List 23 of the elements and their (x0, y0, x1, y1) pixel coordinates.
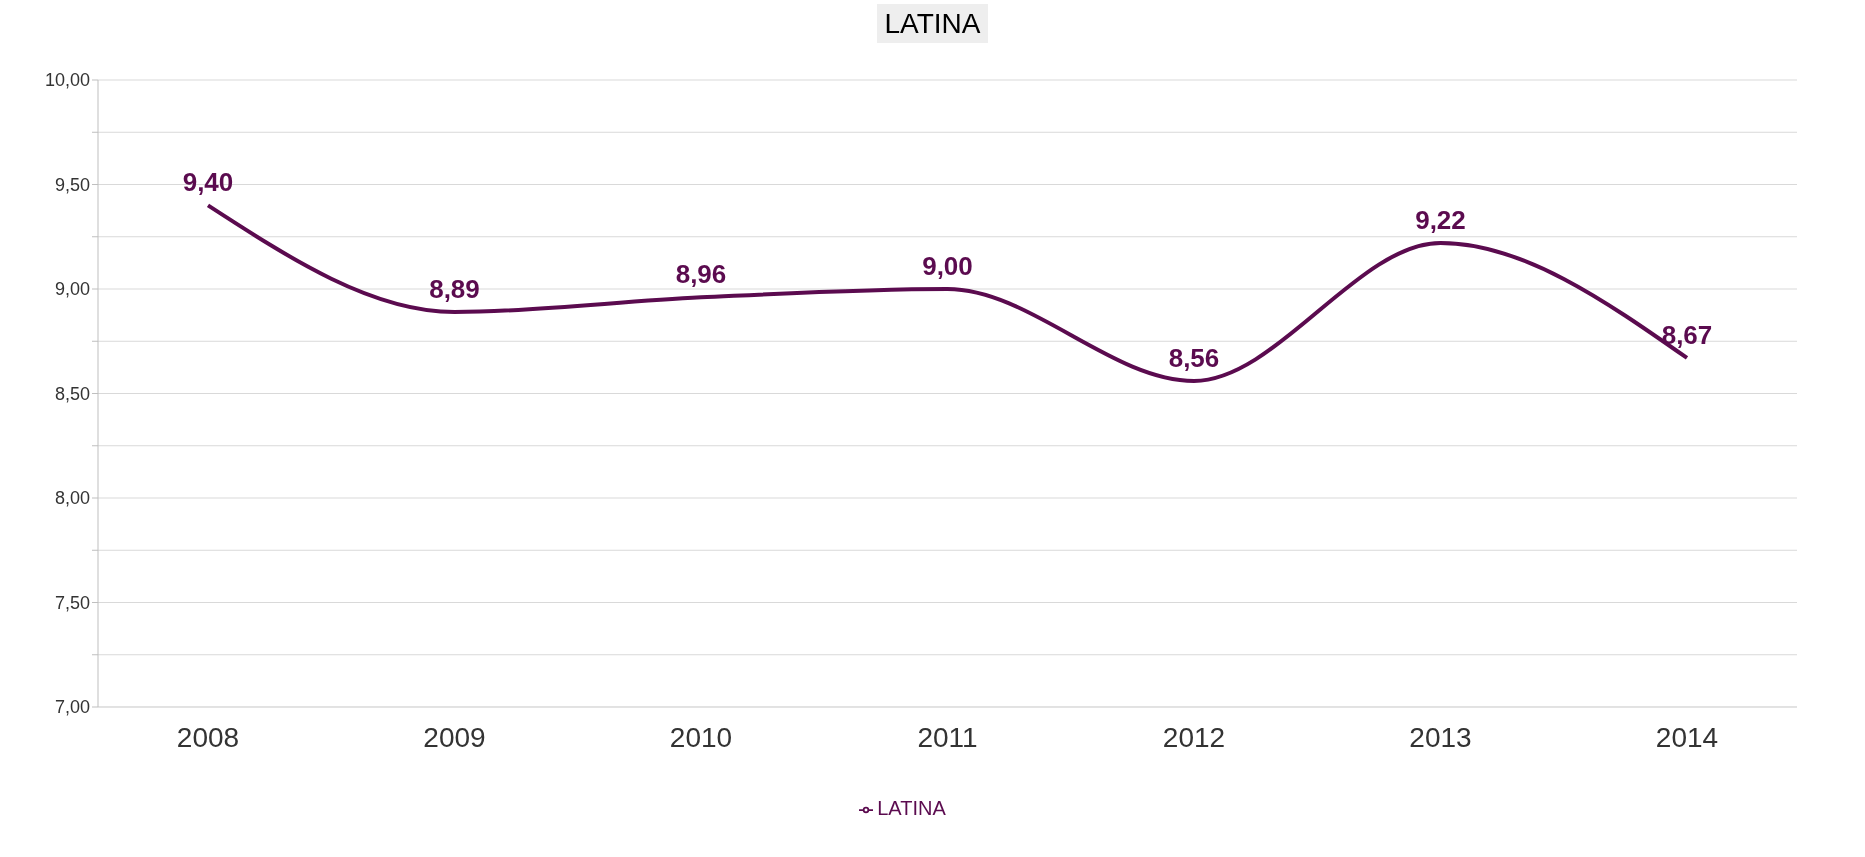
y-tick-label: 8,00 (54, 488, 90, 509)
data-label: 8,96 (675, 259, 727, 290)
y-tick-label: 8,50 (54, 383, 90, 404)
x-tick-label: 2014 (1655, 721, 1719, 753)
data-label: 9,22 (1415, 205, 1466, 236)
y-tick-label: 7,50 (54, 592, 90, 613)
x-tick-label: 2010 (669, 721, 733, 753)
y-tick-label: 9,50 (54, 174, 90, 195)
x-tick-label: 2008 (176, 721, 240, 753)
x-tick-label: 2013 (1409, 721, 1472, 753)
x-tick-label: 2009 (423, 721, 486, 753)
x-tick-label: 2012 (1162, 721, 1226, 753)
data-label: 9,00 (922, 251, 973, 281)
x-tick-label: 2011 (917, 721, 978, 753)
legend-label: LATINA (877, 797, 946, 819)
data-label: 8,56 (1168, 342, 1220, 373)
data-label: 8,89 (429, 273, 480, 304)
y-tick-label: 9,00 (54, 279, 90, 300)
y-tick-label: 7,00 (54, 697, 90, 718)
y-tick-label: 10,00 (44, 70, 90, 91)
chart-title: LATINA (876, 4, 989, 43)
data-label: 8,67 (1661, 319, 1713, 350)
data-label: 9,40 (182, 167, 234, 198)
